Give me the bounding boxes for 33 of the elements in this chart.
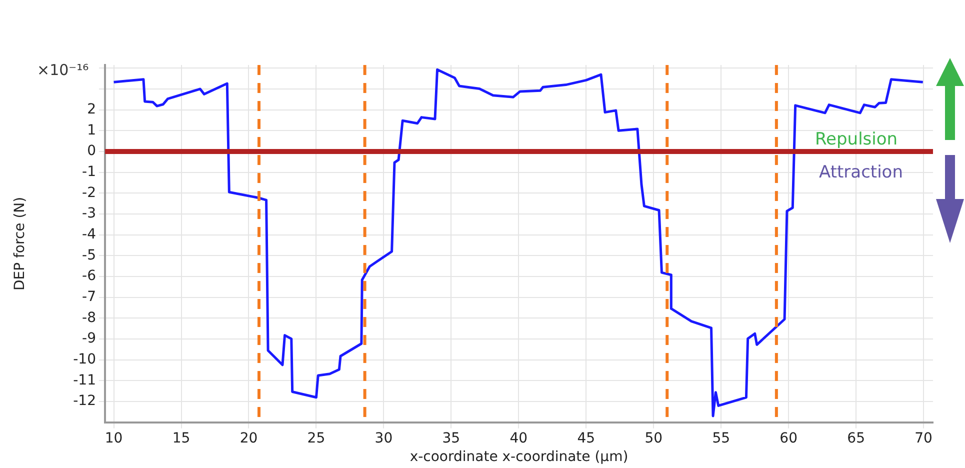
y-tick-label: -6 xyxy=(82,268,96,284)
y-tick-label: -2 xyxy=(82,184,96,201)
y-tick-label: -3 xyxy=(82,206,96,222)
y-tick-label: -4 xyxy=(82,226,96,242)
y-tick-label: -9 xyxy=(82,330,96,347)
x-tick-label: 50 xyxy=(644,430,663,446)
x-tick-label: 10 xyxy=(104,430,123,446)
x-tick-label: 65 xyxy=(847,430,865,446)
y-tick-label: -10 xyxy=(73,352,96,368)
y-tick-label: -1 xyxy=(82,164,96,180)
annotation: Repulsion xyxy=(815,129,898,150)
y-tick-label: 0 xyxy=(87,143,96,160)
y-tick-label: 1 xyxy=(87,122,96,138)
x-tick-label: 25 xyxy=(307,430,326,446)
x-tick-label: 15 xyxy=(172,430,190,446)
y-tick-label: -8 xyxy=(82,310,96,326)
x-axis-title: x-coordinate x-coordinate (µm) xyxy=(410,449,628,466)
y-tick-label: 2 xyxy=(87,101,96,118)
x-tick-label: 60 xyxy=(780,430,798,446)
y-axis-title: DEP force (N) xyxy=(12,196,28,291)
x-tick-label: 35 xyxy=(442,430,460,446)
x-tick-label: 45 xyxy=(577,430,596,446)
y-tick-label: -7 xyxy=(82,289,96,306)
text: ×10⁻¹⁶ xyxy=(37,60,89,79)
x-tick-label: 40 xyxy=(510,430,528,446)
x-tick-label: 55 xyxy=(712,430,730,446)
y-tick-label: -12 xyxy=(73,393,96,410)
x-tick-label: 70 xyxy=(914,430,932,446)
annotation: Attraction xyxy=(819,162,903,182)
y-tick-label: -5 xyxy=(82,247,96,264)
y-tick-label: -11 xyxy=(73,372,96,388)
x-tick-label: 30 xyxy=(374,430,393,446)
x-tick-label: 20 xyxy=(240,430,258,446)
